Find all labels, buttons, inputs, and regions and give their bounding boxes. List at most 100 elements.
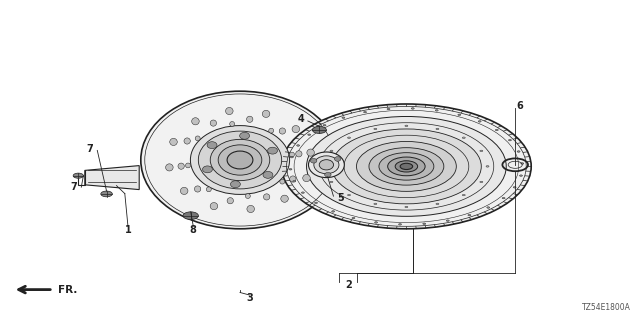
Circle shape xyxy=(301,192,305,193)
Circle shape xyxy=(508,140,511,141)
Ellipse shape xyxy=(296,151,302,157)
Ellipse shape xyxy=(264,194,270,200)
Circle shape xyxy=(364,111,367,113)
Circle shape xyxy=(462,137,465,139)
Circle shape xyxy=(374,222,378,223)
Circle shape xyxy=(388,157,425,176)
Text: TZ54E1800A: TZ54E1800A xyxy=(582,303,630,312)
Ellipse shape xyxy=(281,195,289,202)
Circle shape xyxy=(521,163,524,164)
Ellipse shape xyxy=(210,120,216,126)
Circle shape xyxy=(520,175,522,176)
Circle shape xyxy=(478,121,481,122)
Ellipse shape xyxy=(290,176,296,182)
Circle shape xyxy=(480,150,483,152)
Ellipse shape xyxy=(198,131,282,189)
Circle shape xyxy=(308,134,310,135)
Ellipse shape xyxy=(319,160,333,170)
Circle shape xyxy=(468,214,471,216)
Circle shape xyxy=(480,181,483,183)
Circle shape xyxy=(291,156,293,158)
Circle shape xyxy=(323,124,326,126)
Circle shape xyxy=(487,207,490,208)
Ellipse shape xyxy=(310,158,317,163)
Circle shape xyxy=(502,197,505,199)
Circle shape xyxy=(435,110,438,111)
Circle shape xyxy=(324,166,327,167)
Ellipse shape xyxy=(210,203,218,210)
Ellipse shape xyxy=(227,198,234,204)
Text: 1: 1 xyxy=(125,225,131,236)
Circle shape xyxy=(330,181,333,183)
Ellipse shape xyxy=(218,145,262,175)
Circle shape xyxy=(312,126,326,133)
Circle shape xyxy=(289,169,292,170)
Text: 7: 7 xyxy=(70,182,77,192)
Ellipse shape xyxy=(247,205,255,212)
Ellipse shape xyxy=(225,108,233,115)
Circle shape xyxy=(183,212,198,220)
Circle shape xyxy=(399,224,401,225)
Text: 6: 6 xyxy=(516,100,523,111)
Ellipse shape xyxy=(170,138,177,146)
Ellipse shape xyxy=(230,181,241,188)
Ellipse shape xyxy=(268,147,278,154)
Ellipse shape xyxy=(314,156,339,174)
Circle shape xyxy=(314,202,317,204)
Ellipse shape xyxy=(186,163,191,168)
Circle shape xyxy=(297,145,300,146)
Ellipse shape xyxy=(308,152,344,178)
Text: 8: 8 xyxy=(190,225,196,235)
Circle shape xyxy=(348,137,351,139)
Ellipse shape xyxy=(191,125,290,194)
Ellipse shape xyxy=(207,142,217,148)
Text: 7: 7 xyxy=(86,144,93,154)
Circle shape xyxy=(395,161,418,172)
Ellipse shape xyxy=(245,194,250,198)
Text: 2: 2 xyxy=(346,280,352,291)
Circle shape xyxy=(292,180,296,182)
Circle shape xyxy=(513,187,516,188)
Ellipse shape xyxy=(195,136,200,141)
Circle shape xyxy=(405,125,408,127)
Ellipse shape xyxy=(307,149,314,156)
Circle shape xyxy=(436,128,439,130)
Ellipse shape xyxy=(292,125,300,133)
Circle shape xyxy=(374,128,377,130)
Ellipse shape xyxy=(289,152,294,157)
Circle shape xyxy=(332,129,481,204)
Ellipse shape xyxy=(180,187,188,195)
Text: 4: 4 xyxy=(298,114,304,124)
Circle shape xyxy=(332,211,335,212)
Circle shape xyxy=(348,194,351,196)
Text: 3: 3 xyxy=(246,293,253,303)
Ellipse shape xyxy=(335,156,341,161)
Circle shape xyxy=(307,116,506,216)
Circle shape xyxy=(100,191,113,197)
Ellipse shape xyxy=(239,132,250,139)
Ellipse shape xyxy=(230,122,235,126)
Circle shape xyxy=(486,166,489,167)
Ellipse shape xyxy=(262,110,270,117)
Ellipse shape xyxy=(206,187,211,192)
Circle shape xyxy=(405,206,408,208)
Circle shape xyxy=(374,203,377,204)
Circle shape xyxy=(356,141,456,191)
Circle shape xyxy=(282,104,531,229)
Circle shape xyxy=(462,194,465,196)
Text: FR.: FR. xyxy=(58,284,77,295)
Circle shape xyxy=(412,108,414,109)
Circle shape xyxy=(446,220,449,221)
Ellipse shape xyxy=(191,118,199,125)
Ellipse shape xyxy=(324,172,331,177)
Ellipse shape xyxy=(280,179,285,184)
Circle shape xyxy=(517,151,520,152)
Circle shape xyxy=(387,108,390,110)
Circle shape xyxy=(458,114,461,116)
Ellipse shape xyxy=(269,128,274,133)
Circle shape xyxy=(400,163,413,170)
Ellipse shape xyxy=(210,140,270,180)
Ellipse shape xyxy=(141,91,339,229)
Circle shape xyxy=(495,129,499,131)
Ellipse shape xyxy=(263,172,273,178)
